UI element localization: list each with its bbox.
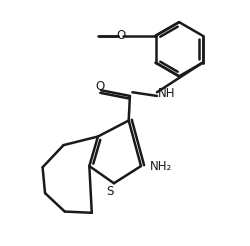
Text: methoxy: methoxy: [86, 35, 92, 36]
Text: NH: NH: [158, 87, 176, 100]
Text: O: O: [117, 29, 126, 42]
Text: methoxy: methoxy: [90, 35, 96, 36]
Text: O: O: [96, 80, 105, 92]
Text: S: S: [106, 185, 114, 198]
Text: methoxy: methoxy: [91, 35, 98, 36]
Text: NH₂: NH₂: [150, 160, 172, 172]
